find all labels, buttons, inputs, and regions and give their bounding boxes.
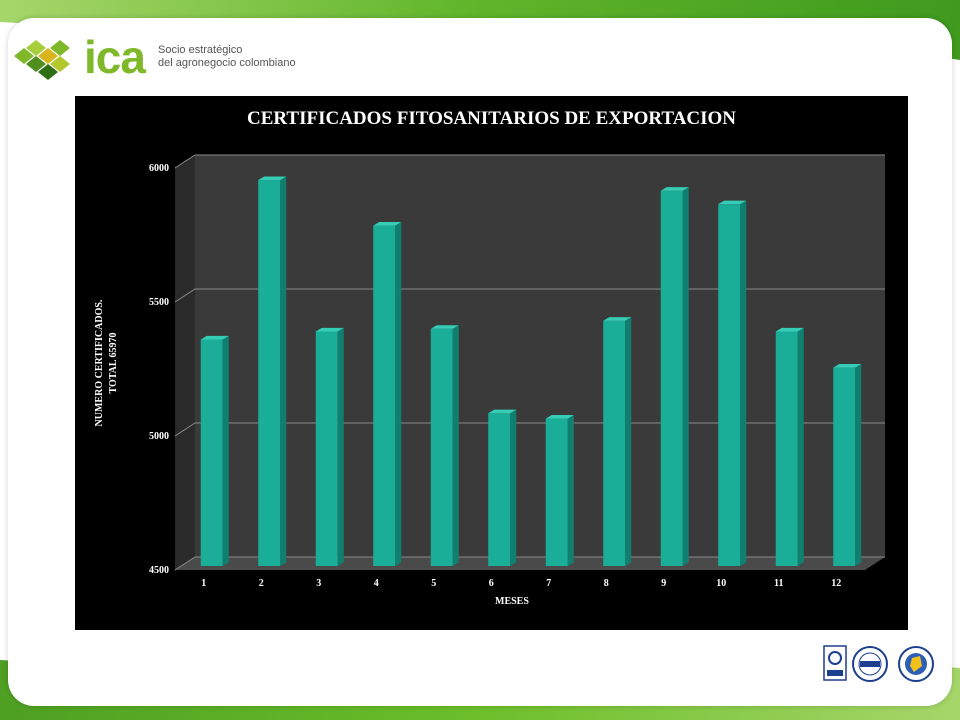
bar-6 — [488, 409, 517, 566]
x-tick-label-5: 5 — [431, 578, 436, 589]
gridline-4500 — [174, 556, 885, 571]
ica-tagline: Socio estratégico del agronegocio colomb… — [158, 44, 298, 70]
y-tick-label-6000: 6000 — [149, 163, 169, 174]
bar-12 — [833, 364, 862, 566]
bar-8 — [603, 317, 632, 566]
plot-side-wall — [175, 155, 195, 570]
tagline-line-1: Socio estratégico — [158, 44, 243, 56]
y-tick-label-5000: 5000 — [149, 431, 169, 442]
bar-10 — [718, 200, 747, 566]
x-tick-label-3: 3 — [316, 578, 321, 589]
x-tick-label-10: 10 — [716, 578, 726, 589]
x-tick-label-9: 9 — [661, 578, 666, 589]
x-axis-title: MESES — [495, 596, 529, 607]
y-axis-title-line-1: NUMERO CERTIFICADOS. — [94, 299, 105, 427]
x-tick-label-8: 8 — [604, 578, 609, 589]
plot-floor — [175, 557, 885, 570]
bar-5 — [430, 325, 459, 566]
bar-1 — [200, 335, 229, 566]
ica-logo-text: ica — [84, 31, 146, 83]
x-tick-label-11: 11 — [774, 578, 783, 589]
bar-9 — [660, 187, 689, 566]
ica-logo: ica Socio estratégico del agronegocio co… — [12, 31, 296, 90]
certification-seals — [823, 645, 934, 682]
bar-3 — [315, 327, 344, 566]
x-tick-label-6: 6 — [489, 578, 494, 589]
y-axis-title: NUMERO CERTIFICADOS. TOTAL 65970 — [77, 96, 137, 630]
gridline-5000 — [174, 422, 885, 437]
bar-7 — [545, 414, 574, 566]
x-tick-label-12: 12 — [831, 578, 841, 589]
x-tick-label-1: 1 — [201, 578, 206, 589]
national-seal-icon — [898, 646, 934, 682]
bar-2 — [258, 176, 287, 566]
iqnet-seal-icon — [852, 646, 888, 682]
plot-back-wall — [195, 155, 885, 557]
gridline-6000 — [174, 154, 885, 169]
y-axis-title-line-2: TOTAL 65970 — [108, 332, 119, 394]
x-tick-label-4: 4 — [374, 578, 379, 589]
tagline-line-2: del agronegocio colombiano — [158, 57, 296, 69]
icontec-seal-icon — [823, 645, 847, 681]
x-tick-label-2: 2 — [259, 578, 264, 589]
y-tick-label-4500: 4500 — [149, 565, 169, 576]
gridline-5500 — [174, 288, 885, 303]
chart-title: CERTIFICADOS FITOSANITARIOS DE EXPORTACI… — [246, 108, 737, 129]
bar-11 — [775, 327, 804, 566]
ica-logo-mark-icon — [14, 40, 70, 80]
y-tick-label-5500: 5500 — [149, 297, 169, 308]
x-tick-label-7: 7 — [546, 578, 551, 589]
chart-panel: 4500 5000 5500 6000 1 2 3 4 5 6 7 8 9 10 11 12 CERTIFIC… — [75, 96, 908, 630]
bar-4 — [373, 222, 402, 566]
